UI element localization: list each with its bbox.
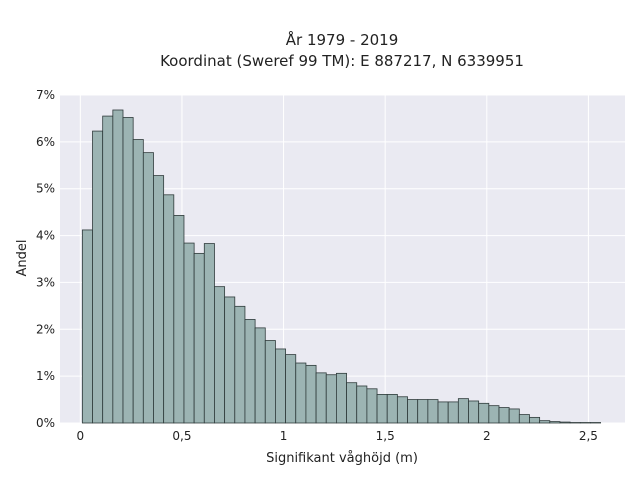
histogram-bar <box>163 194 175 424</box>
x-axis-ticks: 0 0,5 1 1,5 2 2,5 <box>77 429 598 443</box>
chart-title-line2: Koordinat (Sweref 99 TM): E 887217, N 63… <box>160 52 524 70</box>
chart-title-line1: År 1979 - 2019 <box>286 30 399 49</box>
histogram-bar <box>468 400 480 424</box>
x-tick-label: 0 <box>77 429 85 443</box>
histogram-bar <box>498 407 510 424</box>
y-tick-label: 3% <box>36 275 55 289</box>
histogram-bar <box>305 364 317 424</box>
histogram-bar <box>142 152 154 424</box>
histogram-bar <box>214 286 226 424</box>
histogram-bar <box>518 414 530 424</box>
histogram-bar <box>417 399 429 424</box>
x-tick-label: 1,5 <box>376 429 395 443</box>
histogram-bar <box>275 348 286 424</box>
histogram-bar <box>224 296 236 424</box>
histogram-bar <box>285 354 297 424</box>
histogram-bar <box>437 401 449 424</box>
histogram-bar <box>488 405 500 424</box>
histogram-bar <box>447 401 459 424</box>
bars <box>81 109 602 424</box>
y-tick-label: 4% <box>36 229 55 243</box>
histogram-bar <box>386 394 398 424</box>
y-axis-label: Andel <box>15 240 30 277</box>
histogram-bar <box>325 374 337 424</box>
histogram-bar <box>366 388 378 424</box>
histogram-bar <box>81 229 93 424</box>
histogram-bar <box>122 117 134 424</box>
x-tick-label: 2,5 <box>579 429 598 443</box>
y-tick-label: 5% <box>36 182 55 196</box>
histogram-bar <box>427 399 439 424</box>
y-tick-label: 2% <box>36 322 55 336</box>
x-tick-label: 1 <box>280 429 288 443</box>
histogram-bar <box>183 242 195 424</box>
x-tick-label: 2 <box>483 429 491 443</box>
histogram-bar <box>549 421 561 424</box>
histogram-bar <box>396 396 408 424</box>
histogram-bar <box>356 385 368 424</box>
x-axis-label: Signifikant våghöjd (m) <box>266 451 418 466</box>
histogram-bar <box>336 372 347 424</box>
histogram-bar <box>173 215 185 424</box>
histogram-bar <box>244 319 256 424</box>
histogram-bar <box>478 402 490 424</box>
histogram-bar <box>193 252 205 424</box>
histogram-bar <box>92 130 104 424</box>
x-tick-label: 0,5 <box>172 429 191 443</box>
histogram-bar <box>234 305 246 424</box>
histogram-bar <box>254 327 266 424</box>
y-axis-ticks: 0% 1% 2% 3% 4% 5% 6% 7% <box>36 88 55 430</box>
histogram-bar <box>508 408 520 424</box>
histogram-bar <box>529 416 541 424</box>
histogram-bar <box>539 420 551 424</box>
histogram-bar <box>457 398 469 424</box>
y-tick-label: 0% <box>36 416 55 430</box>
y-tick-label: 1% <box>36 369 55 383</box>
histogram-bar <box>153 175 165 424</box>
y-tick-label: 6% <box>36 135 55 149</box>
histogram-bar <box>295 362 307 424</box>
histogram-bar <box>112 109 124 424</box>
histogram-bar <box>346 382 358 424</box>
histogram-bar <box>315 372 327 424</box>
y-tick-label: 7% <box>36 88 55 102</box>
histogram-bar <box>559 421 571 424</box>
histogram-bar <box>102 115 114 424</box>
histogram-bar <box>407 399 419 424</box>
histogram-bar <box>264 340 276 424</box>
histogram-bar <box>376 394 388 424</box>
histogram-bar <box>132 139 144 424</box>
histogram-bar <box>203 243 215 424</box>
